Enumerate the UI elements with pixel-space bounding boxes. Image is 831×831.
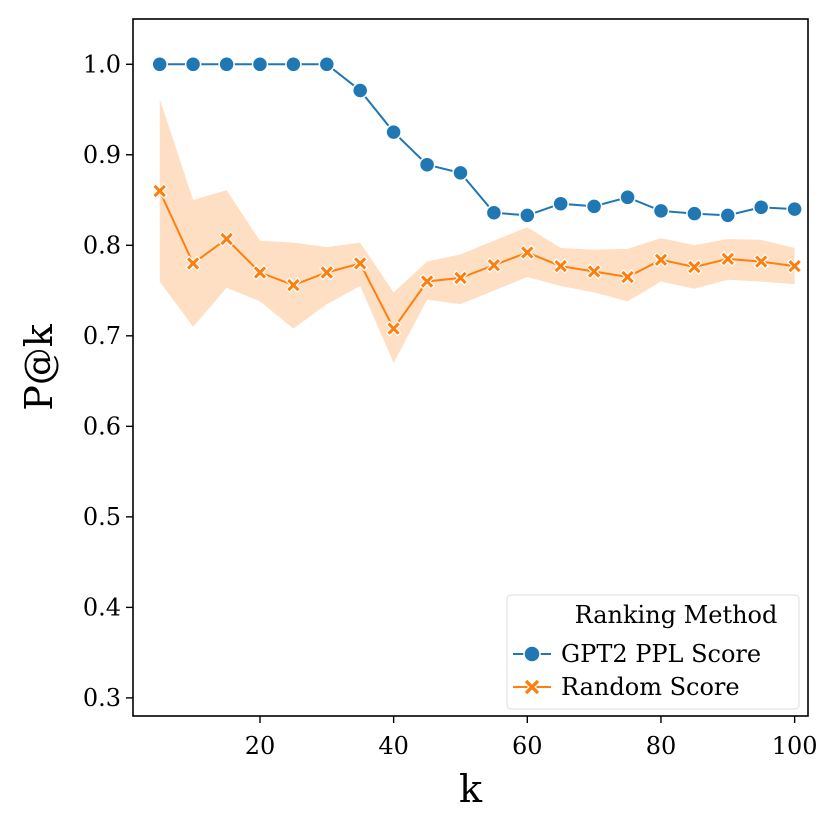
data-point-gpt2-ppl-score [719,207,737,224]
y-tick-label: 0.5 [83,503,121,531]
y-tick-label: 0.7 [83,322,121,350]
y-tick-label: 0.9 [83,141,121,169]
data-point-gpt2-ppl-score [786,200,803,218]
data-point-random-score [252,264,268,281]
plot-frame [132,18,809,717]
confidence-band-layer [159,98,795,363]
data-point-random-score [486,257,502,274]
data-point-gpt2-ppl-score [418,156,436,173]
x-tick-label: 60 [512,732,543,760]
data-point-gpt2-ppl-score [151,56,168,73]
data-point-random-score [318,264,335,281]
x-tick-label: 100 [772,732,818,760]
x-tick-label: 20 [245,732,276,760]
y-axis-title: P@k [17,323,61,411]
data-point-random-score [753,253,770,270]
x-tick-label: 40 [378,732,409,760]
y-tick-label: 0.6 [83,412,121,440]
legend-label-random-score: Random Score [561,673,740,701]
data-point-random-score [185,255,201,272]
data-point-gpt2-ppl-score [552,195,569,212]
data-point-random-score [619,269,636,285]
legend-marker-x-icon [523,678,541,696]
confidence-band-random-score [159,98,795,363]
data-point-random-score [352,255,369,272]
data-point-gpt2-ppl-score [452,164,469,182]
data-point-random-score [686,259,703,275]
y-tick-label: 0.3 [83,684,121,712]
data-point-random-score [385,320,402,337]
x-axis-ticks: 20 40 60 80 100 [245,716,818,760]
legend-entry-random-score: Random Score [513,673,740,701]
data-point-gpt2-ppl-score [184,56,202,73]
data-point-random-score [786,258,803,274]
data-point-gpt2-ppl-score [351,82,369,99]
y-tick-label: 0.8 [83,231,121,259]
data-point-random-score [151,183,168,199]
y-tick-label: 0.4 [83,593,121,621]
data-point-gpt2-ppl-score [485,204,503,221]
data-point-gpt2-ppl-score [285,56,302,73]
data-point-gpt2-ppl-score [752,199,770,216]
data-point-gpt2-ppl-score [519,207,536,224]
legend-box [506,594,800,710]
data-point-gpt2-ppl-score [652,202,670,220]
data-point-random-score [586,263,602,280]
legend-label-gpt2-ppl-score: GPT2 PPL Score [561,640,761,668]
data-point-random-score [519,244,536,261]
y-tick-label: 1.0 [83,50,121,78]
data-point-random-score [419,273,435,290]
x-tick-label: 80 [646,732,677,760]
legend-title: Ranking Method [575,601,778,629]
x-axis-title: k [459,767,483,811]
data-point-gpt2-ppl-score [686,205,703,222]
data-point-random-score [218,231,235,247]
legend-marker-circle-icon [523,645,541,663]
data-point-gpt2-ppl-score [218,56,235,73]
data-point-gpt2-ppl-score [385,123,402,141]
data-point-gpt2-ppl-score [585,198,603,215]
data-point-gpt2-ppl-score [619,189,636,206]
data-point-gpt2-ppl-score [251,56,269,73]
data-point-random-score [552,258,569,274]
data-point-random-score [719,251,736,267]
data-point-gpt2-ppl-score [318,56,336,73]
y-axis-ticks: 0.3 0.4 0.5 0.6 0.7 0.8 0.9 1.0 [83,50,133,712]
legend-entry-gpt2-ppl-score: GPT2 PPL Score [513,640,761,668]
data-point-random-score [285,277,302,293]
legend: Ranking Method GPT2 PPL Score Random Sco… [506,594,800,710]
data-point-random-score [653,251,669,268]
data-point-random-score [452,270,469,286]
series-markers-layer [151,56,803,337]
